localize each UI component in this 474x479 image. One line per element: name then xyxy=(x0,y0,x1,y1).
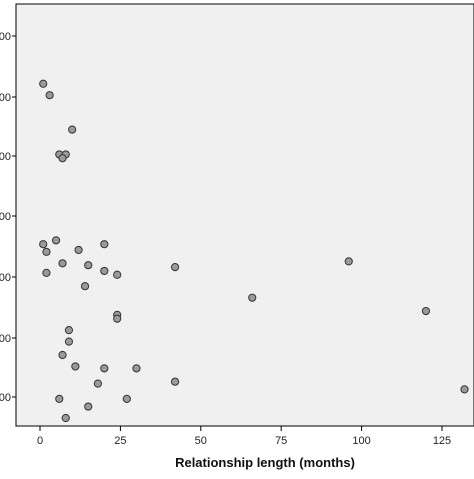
x-tick-label: 125 xyxy=(433,435,451,447)
data-points xyxy=(39,79,469,423)
scatter-point xyxy=(39,79,48,88)
x-axis-label: Relationship length (months) xyxy=(175,455,355,470)
scatter-point xyxy=(45,91,54,100)
scatter-point xyxy=(42,247,51,256)
scatter-point xyxy=(74,245,83,255)
y-axis: 00 00 00 00 00 00 00 xyxy=(0,31,16,404)
scatter-point xyxy=(460,385,469,394)
scatter-point xyxy=(344,257,353,266)
y-tick-label: 00 xyxy=(0,392,11,404)
scatter-point xyxy=(170,377,180,386)
x-axis: 0 25 50 75 100 125 xyxy=(37,426,451,447)
scatter-point xyxy=(51,236,61,245)
y-tick-label: 00 xyxy=(0,272,11,284)
scatter-point xyxy=(64,337,74,346)
scatter-point xyxy=(84,402,93,411)
scatter-point xyxy=(71,362,80,371)
scatter-point xyxy=(113,270,122,279)
y-tick-label: 00 xyxy=(0,211,11,223)
scatter-point xyxy=(421,306,431,316)
scatter-point xyxy=(248,293,257,302)
y-tick-label: 00 xyxy=(0,31,11,43)
scatter-point xyxy=(68,125,77,134)
scatter-point xyxy=(58,259,67,268)
y-tick-label: 00 xyxy=(0,333,11,345)
scatter-point xyxy=(80,282,90,291)
y-tick-label: 00 xyxy=(0,92,11,104)
scatter-point xyxy=(170,263,180,272)
scatter-point xyxy=(58,154,67,163)
scatter-point xyxy=(84,261,93,270)
scatter-point xyxy=(100,266,109,276)
scatter-point xyxy=(64,326,74,335)
scatter-point xyxy=(55,394,64,403)
y-tick-label: 00 xyxy=(0,151,11,163)
plot-area xyxy=(15,3,474,427)
scatter-point xyxy=(100,364,109,373)
scatter-point xyxy=(61,413,70,423)
x-tick-label: 25 xyxy=(114,435,126,447)
scatter-point xyxy=(132,364,141,373)
scatter-point xyxy=(93,379,102,388)
scatter-point xyxy=(100,240,109,249)
scatter-point xyxy=(122,394,131,403)
x-tick-label: 0 xyxy=(37,435,43,447)
scatter-point xyxy=(113,314,122,323)
x-tick-label: 75 xyxy=(275,435,287,447)
scatter-point xyxy=(42,268,51,277)
x-tick-label: 50 xyxy=(195,435,207,447)
x-tick-label: 100 xyxy=(352,435,370,447)
scatter-point xyxy=(58,350,67,360)
scatter-point xyxy=(39,240,48,249)
